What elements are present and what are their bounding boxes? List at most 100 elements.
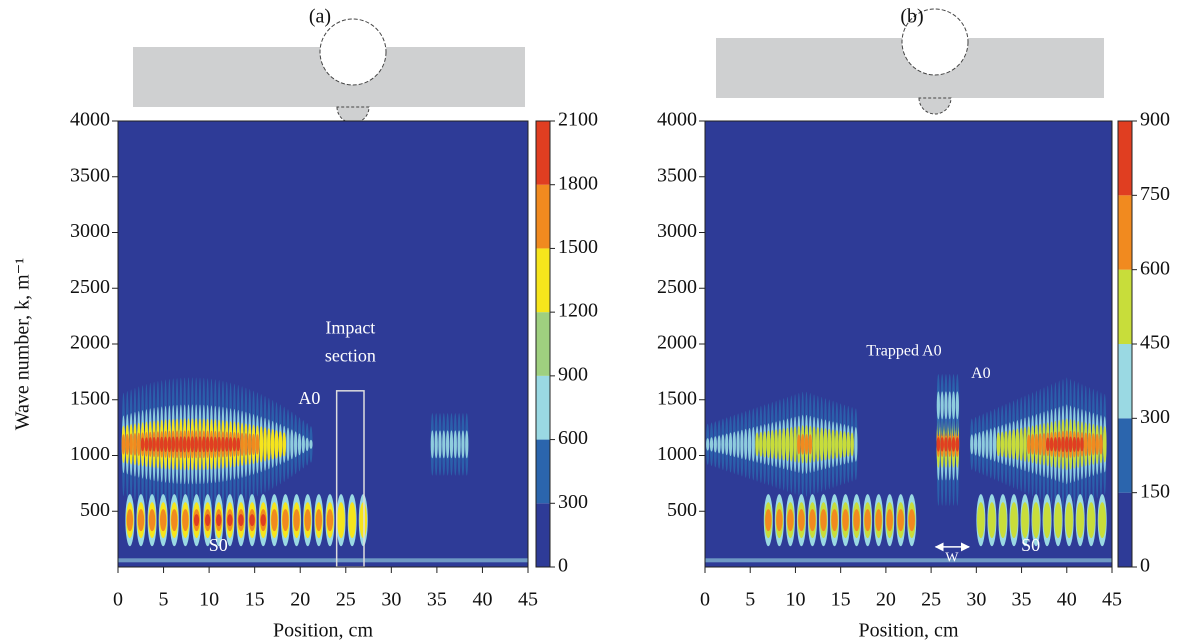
blob xyxy=(442,430,446,459)
y-tick-label: 4000 xyxy=(70,109,110,131)
blob xyxy=(740,429,744,459)
blob xyxy=(1038,433,1042,456)
blob xyxy=(948,391,952,420)
x-tick-label: 5 xyxy=(745,589,755,611)
baseline-band xyxy=(118,558,528,563)
blob xyxy=(297,433,302,456)
x-tick-label: 30 xyxy=(966,589,986,611)
beam-b xyxy=(716,8,1104,115)
blob xyxy=(259,426,264,463)
blob xyxy=(993,427,997,462)
blob xyxy=(461,430,465,459)
blob xyxy=(315,509,323,532)
y-tick-label: 3500 xyxy=(70,164,110,186)
x-tick-label: 45 xyxy=(1102,589,1122,611)
annotation: section xyxy=(325,346,376,366)
colorbar-tick-label: 1500 xyxy=(558,236,598,258)
blob xyxy=(133,433,137,456)
blob xyxy=(136,432,141,457)
blob xyxy=(267,428,271,461)
heatmap: Impact section A0 S0 xyxy=(118,121,528,568)
blob xyxy=(999,502,1007,539)
blob xyxy=(278,431,283,458)
x-tick-label: 0 xyxy=(700,589,710,611)
blob xyxy=(1034,433,1039,455)
blob xyxy=(1045,437,1050,452)
x-tick-label: 0 xyxy=(113,589,123,611)
blob xyxy=(144,437,149,452)
baseline-band xyxy=(705,558,1112,563)
blob xyxy=(305,437,309,452)
blob xyxy=(1076,437,1080,452)
blob xyxy=(224,436,229,452)
blob xyxy=(1000,431,1005,458)
blob xyxy=(326,509,334,532)
blob xyxy=(140,437,145,452)
colorbar-band xyxy=(1118,344,1132,419)
blob xyxy=(831,429,835,460)
blob xyxy=(981,430,985,458)
heatmap-background xyxy=(118,121,528,567)
blob xyxy=(797,434,801,455)
y-tick-label: 3000 xyxy=(657,220,697,242)
blob xyxy=(819,427,824,462)
y-axis-label: Wave number, k, m⁻¹ xyxy=(12,258,34,430)
blob xyxy=(944,437,948,452)
blob xyxy=(457,430,461,459)
blob xyxy=(1049,437,1054,452)
colorbar-tick-label: 750 xyxy=(1140,183,1170,205)
blob xyxy=(725,433,729,456)
blob xyxy=(766,430,771,459)
blob xyxy=(864,509,871,532)
blob xyxy=(198,436,202,453)
blob xyxy=(221,436,225,452)
blob xyxy=(850,432,854,457)
blob xyxy=(842,509,849,532)
blob xyxy=(217,436,221,452)
blob xyxy=(1087,502,1095,539)
blob xyxy=(163,436,168,453)
blob xyxy=(337,502,345,539)
blob xyxy=(309,439,313,449)
blob xyxy=(348,502,356,539)
blob xyxy=(944,391,948,420)
annotation: Impact xyxy=(325,318,375,338)
blob xyxy=(1015,428,1020,461)
colorbar-band xyxy=(1118,418,1132,493)
blob xyxy=(1099,434,1103,455)
blob xyxy=(1076,502,1084,539)
blob xyxy=(1087,432,1092,456)
blob xyxy=(182,509,189,532)
blob xyxy=(793,426,797,463)
blob xyxy=(137,509,145,532)
blob xyxy=(148,437,153,452)
blob xyxy=(121,434,126,455)
blob xyxy=(1072,436,1077,452)
blob xyxy=(985,429,989,460)
blob xyxy=(713,436,717,453)
blob xyxy=(951,437,956,452)
blob xyxy=(205,436,210,453)
blob xyxy=(1054,502,1062,539)
y-tick-label: 1500 xyxy=(70,387,110,409)
blob xyxy=(835,430,839,459)
blob xyxy=(974,433,978,456)
annotation: S0 xyxy=(209,535,228,555)
blob xyxy=(831,509,838,532)
blob xyxy=(186,436,191,453)
y-tick-label: 3000 xyxy=(70,220,110,242)
colorbar-band xyxy=(1118,195,1132,270)
blob xyxy=(304,509,311,532)
blob xyxy=(820,509,827,532)
blob xyxy=(1030,434,1035,455)
blob xyxy=(1043,502,1051,539)
blob xyxy=(171,509,178,532)
beam-a xyxy=(133,18,525,124)
blob xyxy=(936,437,941,452)
blob xyxy=(179,436,183,453)
colorbar-band xyxy=(536,121,550,185)
blob xyxy=(251,433,256,455)
blob xyxy=(853,509,860,532)
blob xyxy=(751,426,755,462)
